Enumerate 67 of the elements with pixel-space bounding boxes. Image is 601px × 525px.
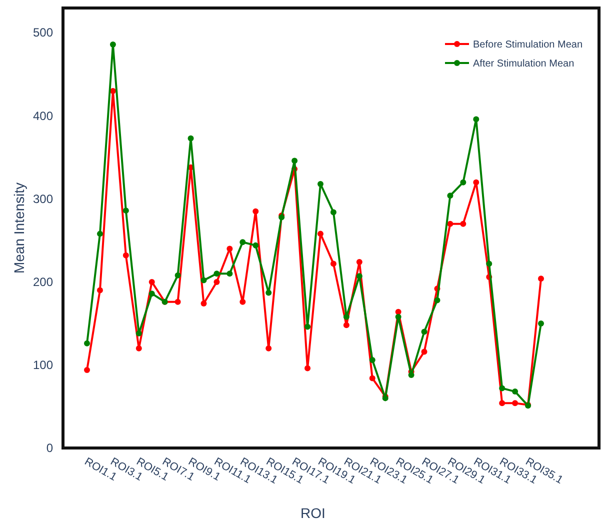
point: [200, 300, 207, 307]
point: [538, 320, 544, 326]
point: [110, 42, 116, 48]
point: [343, 322, 350, 328]
point: [447, 220, 454, 227]
point: [499, 385, 506, 392]
point: [148, 278, 155, 285]
y-tick-label: 400: [32, 108, 54, 123]
y-tick-label: 0: [46, 440, 54, 455]
point: [240, 298, 246, 305]
point: [369, 375, 376, 382]
point: [174, 272, 181, 278]
point: [317, 181, 324, 187]
point: [122, 208, 129, 214]
point: [317, 230, 324, 237]
point: [214, 278, 220, 285]
point: [266, 345, 272, 352]
point: [252, 242, 259, 248]
y-tick-label: 200: [32, 274, 54, 289]
point: [122, 252, 129, 258]
y-tick-label: 100: [32, 358, 54, 372]
point: [292, 158, 298, 164]
point: [460, 220, 466, 227]
point: [240, 239, 246, 246]
x-axis-title: ROI: [300, 505, 326, 521]
point: [369, 357, 376, 363]
y-axis-title: Mean Intensity: [11, 182, 27, 274]
point: [408, 372, 414, 378]
point: [356, 259, 362, 266]
legend-label: After Stimulation Mean: [473, 58, 574, 70]
point: [421, 348, 428, 355]
point: [460, 179, 466, 186]
point: [512, 400, 518, 406]
point: [148, 290, 155, 297]
point: [330, 260, 336, 267]
point: [473, 116, 480, 122]
point: [304, 365, 311, 372]
point: [136, 330, 142, 336]
point: [434, 297, 440, 304]
point: [200, 277, 207, 284]
point: [473, 179, 480, 186]
point: [188, 135, 194, 142]
point: [304, 324, 311, 330]
y-tick-label: 300: [32, 192, 54, 206]
point: [84, 366, 90, 373]
point: [421, 328, 428, 335]
point: [486, 260, 492, 267]
point: [343, 314, 350, 320]
point: [512, 388, 518, 395]
point: [226, 270, 233, 277]
point: [174, 298, 181, 305]
point: [96, 287, 103, 294]
legend-label: Before Stimulation Mean: [473, 40, 583, 50]
point: [214, 270, 220, 277]
point: [252, 208, 259, 214]
point: [356, 273, 362, 280]
point: [499, 400, 506, 406]
point: [330, 209, 336, 216]
point: [538, 276, 544, 282]
point: [226, 246, 233, 252]
y-tick-label: 500: [32, 26, 54, 40]
point: [96, 230, 103, 237]
point: [447, 192, 454, 199]
point: [136, 345, 142, 352]
point: [266, 290, 272, 296]
point: [84, 340, 90, 346]
point: [395, 314, 402, 320]
